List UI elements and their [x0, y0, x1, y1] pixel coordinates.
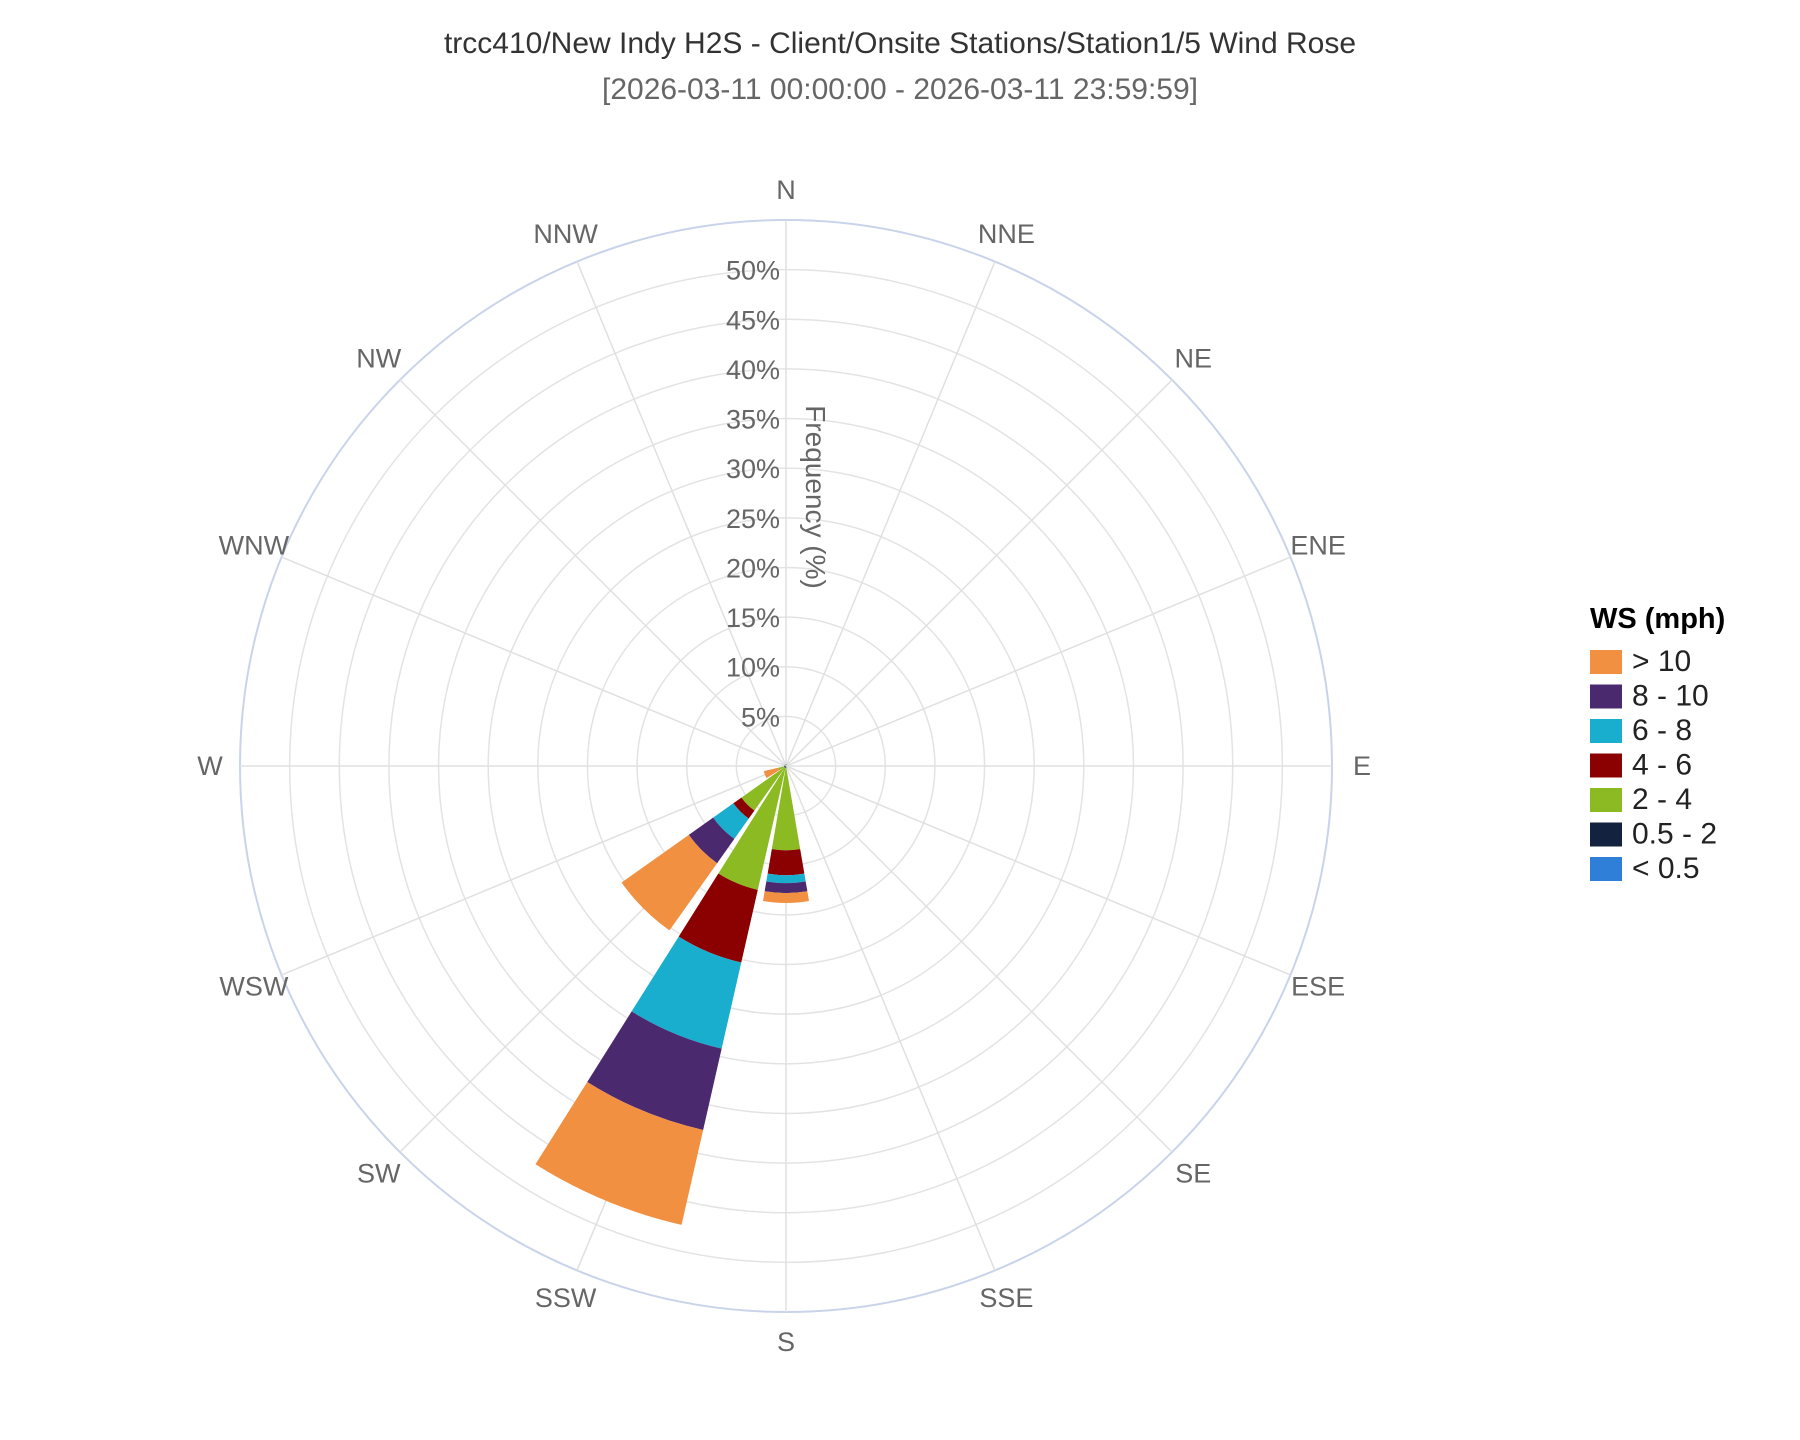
bar-segment-ssw	[784, 766, 786, 768]
bar-segment-ssw	[631, 936, 742, 1049]
legend-label: 4 - 6	[1632, 749, 1692, 782]
chart-subtitle: [2026-03-11 00:00:00 - 2026-03-11 23:59:…	[602, 73, 1198, 106]
legend-swatch	[1590, 650, 1622, 674]
bar-segment-ssw	[587, 1011, 722, 1130]
radial-tick-label: 25%	[726, 504, 780, 534]
bar-segment-s	[762, 891, 810, 903]
bar-segment-wsw	[778, 766, 785, 771]
legend-label: 2 - 4	[1632, 783, 1692, 816]
legend-label: 8 - 10	[1632, 680, 1709, 713]
direction-label: N	[776, 175, 796, 205]
grid-spoke	[785, 765, 1173, 1153]
legend-label: 0.5 - 2	[1632, 818, 1717, 851]
direction-label: SSE	[979, 1283, 1033, 1313]
direction-label: SE	[1175, 1158, 1211, 1188]
legend-swatch	[1590, 822, 1622, 847]
legend-swatch	[1590, 788, 1622, 812]
grid-spoke	[785, 556, 1291, 767]
bar-segment-sw	[784, 766, 786, 768]
grid-spoke	[399, 379, 787, 767]
radial-axis-title: Frequency (%)	[800, 405, 831, 589]
bar-segment-sw	[741, 767, 785, 811]
grid-spoke	[281, 765, 787, 976]
grid-spoke	[785, 379, 1173, 767]
bar-segment-wsw	[784, 766, 786, 768]
wind-rose-bars	[535, 764, 810, 1225]
legend-swatch	[1590, 684, 1622, 709]
bar-segment-ssw	[678, 873, 758, 963]
chart-title: trcc410/New Indy H2S - Client/Onsite Sta…	[444, 27, 1356, 60]
bar-segment-w	[784, 765, 786, 767]
legend-label: 6 - 8	[1632, 714, 1692, 747]
bar-segment-sw	[621, 834, 718, 931]
direction-label: ESE	[1291, 971, 1345, 1001]
direction-label: WSW	[219, 971, 288, 1001]
legend: WS (mph) > 108 - 106 - 84 - 62 - 40.5 - 2…	[1590, 603, 1725, 885]
polar-labels: N NNE NE ENE E ESE SE SSE S SSW SW WSW W WNW NW NNW 5% 10…	[197, 175, 1371, 1357]
bar-segment-n	[785, 764, 787, 766]
bar-segment-ssw	[718, 767, 786, 890]
direction-label: E	[1353, 751, 1371, 781]
direction-label: S	[777, 1327, 795, 1357]
bar-segment-s	[767, 849, 805, 876]
direction-label: SSW	[535, 1283, 597, 1313]
bar-segment-s	[766, 873, 806, 884]
radial-tick-label: 40%	[726, 355, 780, 385]
radial-tick-label: 30%	[726, 454, 780, 484]
bar-segment-ssw	[535, 1081, 704, 1225]
radial-tick-label: 5%	[741, 702, 780, 732]
radial-tick-label: 45%	[726, 305, 780, 335]
bar-segment-s	[771, 767, 801, 851]
grid-spoke	[785, 765, 996, 1271]
bar-segment-s	[785, 766, 787, 768]
bar-segment-sw	[733, 797, 755, 819]
direction-label: NNW	[533, 219, 598, 249]
radial-tick-label: 50%	[726, 256, 780, 286]
radial-tick-label: 15%	[726, 603, 780, 633]
grid-spoke	[576, 261, 787, 767]
legend-label: < 0.5	[1632, 852, 1700, 885]
direction-label: WNW	[219, 531, 290, 561]
direction-label: W	[197, 751, 223, 781]
bar-segment-wsw	[763, 767, 780, 779]
legend-title: WS (mph)	[1590, 603, 1725, 635]
grid-spoke	[785, 261, 996, 767]
legend-label: > 10	[1632, 645, 1691, 678]
radial-tick-label: 10%	[726, 653, 780, 683]
direction-label: SW	[357, 1158, 401, 1188]
bar-segment-s	[764, 881, 808, 894]
legend-swatch	[1590, 719, 1622, 743]
legend-swatch	[1590, 753, 1622, 778]
bar-segment-sw	[688, 817, 735, 864]
grid-spoke	[281, 556, 787, 767]
direction-label: NNE	[978, 219, 1035, 249]
direction-label: NW	[356, 344, 401, 374]
bar-segment-sw	[713, 803, 749, 839]
radial-tick-label: 20%	[726, 553, 780, 583]
direction-label: NE	[1175, 344, 1213, 374]
legend-swatch	[1590, 857, 1622, 881]
radial-tick-label: 35%	[726, 405, 780, 435]
grid-spoke	[785, 765, 1291, 976]
direction-label: ENE	[1290, 531, 1346, 561]
